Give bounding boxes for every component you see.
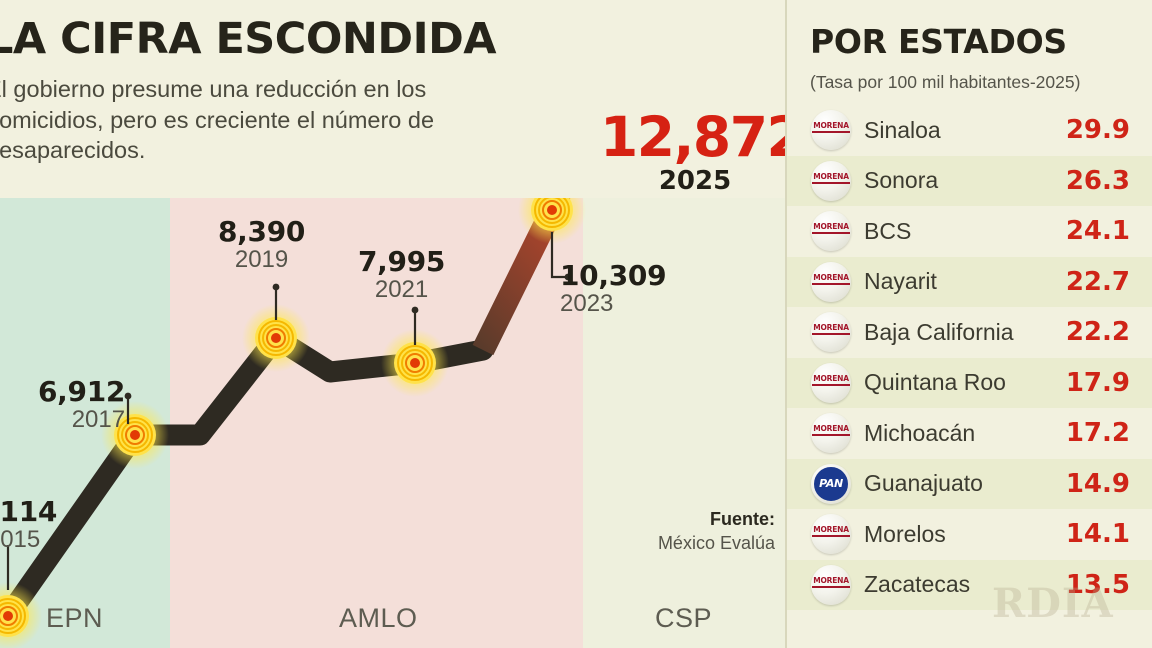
state-name: Quintana Roo: [864, 369, 1006, 396]
table-row[interactable]: MORENA Morelos 14.1: [787, 509, 1152, 560]
table-row[interactable]: MORENA Michoacán 17.2: [787, 408, 1152, 459]
era-label-epn: EPN: [46, 603, 104, 633]
party-logo-morena-icon: MORENA: [811, 413, 851, 454]
states-title: POR ESTADOS: [810, 22, 1067, 61]
annotation-2025-value: 12,872: [600, 105, 785, 169]
table-row[interactable]: PAN Guanajuato 14.9: [787, 458, 1152, 509]
source-label: Fuente:: [710, 509, 775, 529]
table-row[interactable]: MORENA Baja California 22.2: [787, 307, 1152, 358]
state-rate: 26.3: [1065, 165, 1130, 196]
annotation-2017-value: 6,912: [38, 375, 126, 408]
state-name: Michoacán: [864, 419, 976, 446]
annotation-2021: 7,995 2021: [358, 248, 445, 304]
annotation-2019: 8,390 2019: [218, 218, 305, 274]
annotation-2015: 4,114 2015: [0, 498, 57, 554]
state-rate: 22.2: [1065, 317, 1130, 348]
annotation-2023: 10,309 2023: [560, 259, 667, 318]
party-logo-morena-icon: MORENA: [811, 110, 851, 151]
annotation-2019-value: 8,390: [218, 215, 306, 248]
state-rate: 13.5: [1065, 569, 1130, 600]
party-logo-pan-icon: PAN: [811, 463, 851, 504]
era-band-csp: [583, 198, 785, 648]
annotation-2017-year: 2017: [71, 406, 126, 433]
state-rate: 24.1: [1065, 216, 1130, 247]
state-name: BCS: [864, 217, 912, 244]
page-title: LA CIFRA ESCONDIDA: [0, 14, 497, 64]
party-logo-morena-icon: MORENA: [811, 362, 851, 403]
annotation-2025-year: 2025: [658, 166, 732, 196]
party-logo-morena-icon: MORENA: [811, 514, 851, 555]
state-name: Morelos: [864, 520, 946, 547]
party-logo-morena-icon: MORENA: [811, 312, 851, 353]
annotation-2025: 12,872 2025: [600, 110, 785, 199]
era-label-amlo: AMLO: [339, 603, 418, 633]
states-list: MORENA Sinaloa 29.9 MORENA Sonora 26.3 M…: [787, 105, 1152, 610]
state-name: Guanajuato: [864, 470, 983, 497]
chart-panel: LA CIFRA ESCONDIDA El gobierno presume u…: [0, 0, 785, 648]
table-row[interactable]: MORENA Nayarit 22.7: [787, 256, 1152, 307]
annotation-2023-year: 2023: [560, 290, 614, 317]
headline-block: LA CIFRA ESCONDIDA El gobierno presume u…: [0, 0, 785, 198]
party-logo-morena-icon: MORENA: [811, 211, 851, 252]
state-name: Sonora: [864, 167, 939, 194]
panel-divider: [785, 0, 787, 648]
table-row[interactable]: MORENA Quintana Roo 17.9: [787, 357, 1152, 408]
source-credit: Fuente: México Evalúa: [600, 508, 775, 555]
annotation-2015-value: 4,114: [0, 495, 58, 528]
page-deck: El gobierno presume una reducción en los…: [0, 76, 435, 164]
states-panel: POR ESTADOS (Tasa por 100 mil habitantes…: [787, 0, 1152, 648]
annotation-2023-value: 10,309: [560, 259, 667, 292]
party-logo-morena-icon: MORENA: [811, 160, 851, 201]
state-rate: 14.1: [1065, 519, 1130, 550]
state-name: Baja California: [864, 318, 1014, 345]
annotation-2021-value: 7,995: [358, 245, 446, 278]
table-row[interactable]: MORENA Sonora 26.3: [787, 155, 1152, 206]
state-rate: 29.9: [1065, 115, 1130, 146]
table-row[interactable]: MORENA Sinaloa 29.9: [787, 105, 1152, 156]
table-row[interactable]: MORENA Zacatecas 13.5: [787, 559, 1152, 610]
annotation-2017: 6,912 2017: [38, 378, 125, 434]
table-row[interactable]: MORENA BCS 24.1: [787, 206, 1152, 257]
state-name: Zacatecas: [864, 571, 971, 598]
state-rate: 22.7: [1065, 266, 1130, 297]
state-rate: 14.9: [1065, 468, 1130, 499]
states-subtitle: (Tasa por 100 mil habitantes-2025): [810, 72, 1081, 92]
era-label-csp: CSP: [655, 603, 713, 633]
annotation-2015-year: 2015: [0, 526, 41, 553]
source-value: México Evalúa: [657, 532, 775, 553]
state-rate: 17.9: [1065, 367, 1130, 398]
state-rate: 17.2: [1065, 418, 1130, 449]
annotation-2021-year: 2021: [374, 276, 429, 303]
annotation-2019-year: 2019: [234, 246, 289, 273]
party-logo-morena-icon: MORENA: [811, 261, 851, 302]
party-logo-morena-icon: MORENA: [811, 564, 851, 605]
state-name: Sinaloa: [864, 116, 941, 143]
state-name: Nayarit: [864, 268, 937, 295]
